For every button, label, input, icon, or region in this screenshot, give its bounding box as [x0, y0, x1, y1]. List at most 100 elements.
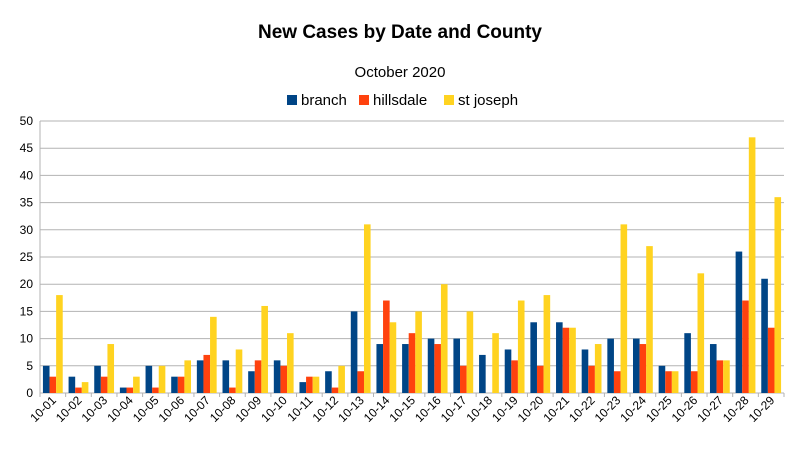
- bar-hillsdale-10-03: [100, 376, 108, 393]
- x-tick-label: 10-22: [566, 393, 598, 425]
- bar-hillsdale-10-05: [152, 387, 159, 393]
- bar-hillsdale-10-09: [254, 360, 262, 393]
- y-tick-label: 40: [20, 168, 34, 182]
- bar-hillsdale-10-13: [357, 371, 364, 393]
- legend-item: hillsdale: [359, 92, 427, 109]
- bar-st-joseph-10-11: [312, 376, 320, 393]
- legend-label: st joseph: [458, 92, 518, 109]
- bar-branch-10-08: [222, 360, 230, 393]
- bar-st-joseph-10-24: [646, 246, 653, 393]
- bar-st-joseph-10-04: [133, 376, 140, 393]
- x-axis-ticks: 10-0110-0210-0310-0410-0510-0610-0710-08…: [27, 393, 777, 425]
- bar-branch-10-01: [42, 365, 50, 393]
- bar-st-joseph-10-03: [107, 344, 115, 393]
- bar-hillsdale-10-24: [639, 344, 647, 393]
- y-tick-label: 30: [20, 223, 34, 237]
- bar-st-joseph-10-09: [261, 305, 268, 393]
- x-tick-label: 10-07: [181, 393, 213, 425]
- x-tick-label: 10-06: [156, 393, 188, 425]
- y-tick-label: 35: [20, 196, 34, 210]
- bar-hillsdale-10-17: [460, 365, 467, 393]
- x-tick-label: 10-17: [438, 393, 470, 425]
- y-tick-label: 20: [20, 277, 34, 291]
- bar-st-joseph-10-10: [287, 333, 294, 393]
- bar-branch-10-18: [479, 354, 486, 393]
- bar-st-joseph-10-16: [440, 284, 448, 393]
- legend-item: branch: [287, 92, 347, 109]
- x-tick-label: 10-26: [669, 393, 701, 425]
- x-tick-label: 10-16: [412, 393, 444, 425]
- bar-branch-10-11: [299, 382, 307, 393]
- legend-item: st joseph: [444, 92, 518, 109]
- bar-hillsdale-10-08: [229, 387, 236, 393]
- bar-branch-10-16: [427, 338, 435, 393]
- bar-hillsdale-10-14: [383, 300, 390, 393]
- x-tick-label: 10-19: [489, 393, 521, 425]
- bar-hillsdale-10-22: [588, 365, 595, 393]
- bar-branch-10-14: [376, 344, 384, 393]
- bar-branch-10-27: [709, 344, 717, 393]
- bar-branch-10-23: [607, 338, 614, 393]
- bar-st-joseph-10-23: [620, 224, 628, 393]
- y-tick-label: 15: [20, 304, 34, 318]
- x-tick-label: 10-24: [617, 393, 649, 425]
- legend-swatch: [359, 95, 369, 105]
- x-tick-label: 10-14: [361, 393, 393, 425]
- bar-hillsdale-10-06: [177, 376, 185, 393]
- x-tick-label: 10-27: [694, 393, 726, 425]
- x-tick-label: 10-05: [130, 393, 162, 425]
- y-tick-label: 10: [20, 332, 34, 346]
- bar-hillsdale-10-07: [203, 354, 211, 393]
- bar-st-joseph-10-05: [158, 365, 166, 393]
- legend-label: branch: [301, 92, 347, 109]
- bar-hillsdale-10-25: [665, 371, 672, 393]
- bar-hillsdale-10-20: [536, 365, 544, 393]
- bar-hillsdale-10-21: [562, 327, 570, 393]
- bar-st-joseph-10-18: [492, 333, 499, 393]
- bar-st-joseph-10-20: [543, 295, 551, 393]
- bar-branch-10-24: [632, 338, 640, 393]
- bar-st-joseph-10-12: [338, 365, 345, 393]
- bar-st-joseph-10-08: [235, 349, 243, 393]
- bar-branch-10-21: [556, 322, 563, 393]
- chart-title: New Cases by Date and County: [258, 22, 542, 43]
- bar-st-joseph-10-07: [210, 316, 217, 393]
- bar-branch-10-25: [658, 365, 666, 393]
- bar-hillsdale-10-28: [742, 300, 749, 393]
- bar-st-joseph-10-17: [466, 311, 474, 393]
- bar-st-joseph-10-13: [363, 224, 371, 393]
- bar-branch-10-15: [402, 344, 409, 393]
- bar-hillsdale-10-19: [511, 360, 518, 393]
- bar-st-joseph-10-19: [517, 300, 525, 393]
- x-tick-label: 10-09: [233, 393, 265, 425]
- bar-hillsdale-10-10: [280, 365, 288, 393]
- bar-st-joseph-10-02: [81, 382, 89, 393]
- x-tick-label: 10-23: [592, 393, 624, 425]
- bar-st-joseph-10-27: [723, 360, 730, 393]
- bar-branch-10-28: [735, 251, 743, 393]
- bar-st-joseph-10-01: [56, 295, 63, 393]
- bar-branch-10-04: [119, 387, 127, 393]
- y-tick-label: 0: [26, 386, 33, 400]
- x-tick-label: 10-10: [258, 393, 290, 425]
- bar-hillsdale-10-26: [690, 371, 698, 393]
- y-axis-ticks: 0 5 10 15 20 25 30 35 40 45 50: [20, 114, 34, 400]
- bar-branch-10-17: [453, 338, 461, 393]
- bars: [42, 137, 782, 393]
- bar-st-joseph-10-26: [697, 273, 705, 393]
- bar-hillsdale-10-15: [408, 333, 416, 393]
- x-tick-label: 10-13: [335, 393, 367, 425]
- bar-hillsdale-10-02: [75, 387, 82, 393]
- legend-swatch: [287, 95, 297, 105]
- x-tick-label: 10-25: [643, 393, 675, 425]
- bar-st-joseph-10-15: [415, 311, 422, 393]
- chart-subtitle: October 2020: [355, 64, 446, 81]
- bar-st-joseph-10-25: [671, 371, 679, 393]
- bar-branch-10-13: [350, 311, 358, 393]
- bar-st-joseph-10-22: [594, 344, 602, 393]
- x-tick-label: 10-03: [79, 393, 111, 425]
- bar-branch-10-10: [273, 360, 281, 393]
- bar-st-joseph-10-14: [389, 322, 397, 393]
- bar-branch-10-05: [145, 365, 153, 393]
- bar-hillsdale-10-23: [613, 371, 621, 393]
